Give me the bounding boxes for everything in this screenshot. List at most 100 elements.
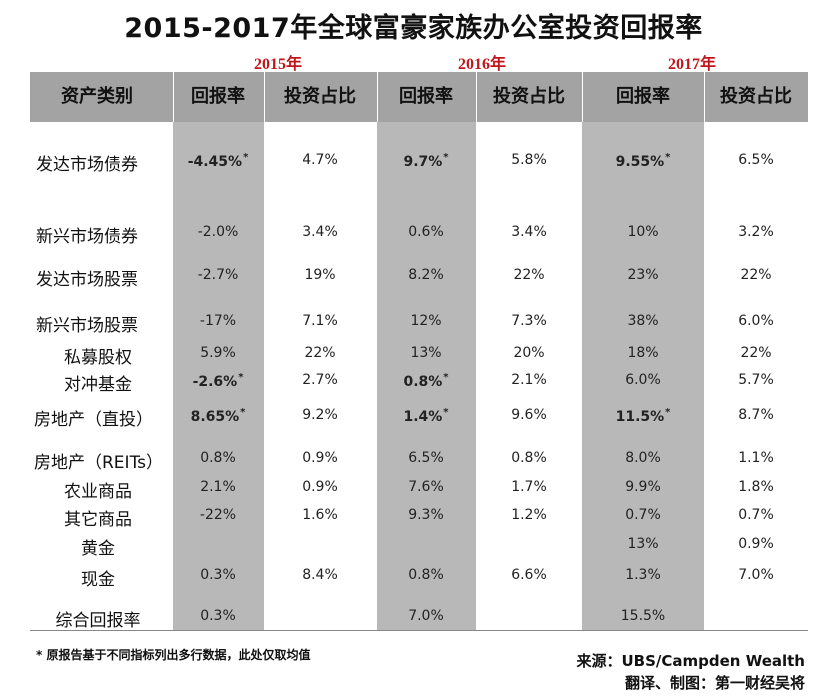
cell-value: 23% xyxy=(627,267,659,283)
header-divider xyxy=(476,72,477,122)
cell-value: 0.8% xyxy=(511,450,547,466)
cell-value: 20% xyxy=(513,345,545,361)
table-cell: 2.7% xyxy=(264,372,376,388)
table-cell: 22% xyxy=(704,267,808,283)
shade-2017-return xyxy=(582,122,704,630)
cell-value: 5.7% xyxy=(738,372,774,388)
cell-value: 6.6% xyxy=(511,567,547,583)
cell-value: 13% xyxy=(410,345,442,361)
cell-value: -2.7% xyxy=(197,267,239,283)
cell-value: 13% xyxy=(627,536,659,552)
row-label: 私募股权 xyxy=(64,348,132,368)
cell-value: 0.9% xyxy=(302,479,338,495)
cell-value: 6.5% xyxy=(408,450,444,466)
shade-2015-return xyxy=(173,122,264,630)
cell-value: 0.7% xyxy=(738,507,774,523)
table-cell: 0.8% xyxy=(173,450,264,466)
table-cell: 18% xyxy=(582,345,704,361)
column-header: 回报率 xyxy=(399,86,453,107)
table-cell: 2.1% xyxy=(173,479,264,495)
row-label: 黄金 xyxy=(81,539,115,559)
table-cell: 1.1% xyxy=(704,450,808,466)
table-cell: 0.3% xyxy=(173,608,264,624)
column-header: 投资占比 xyxy=(720,86,792,107)
year-label-2015: 2015年 xyxy=(254,56,303,73)
year-label-2017: 2017年 xyxy=(668,56,717,73)
table-cell: -2.7% xyxy=(173,267,264,283)
cell-value: 8.0% xyxy=(625,450,661,466)
table-cell: 0.8%* xyxy=(377,372,476,390)
cell-value: -2.0% xyxy=(197,224,239,240)
cell-value: -4.45% xyxy=(187,154,243,170)
table-cell: 10% xyxy=(582,224,704,240)
header-divider xyxy=(704,72,705,122)
table-cell: 11.5%* xyxy=(582,407,704,425)
table-cell: 6.5% xyxy=(704,152,808,168)
table-cell: 20% xyxy=(477,345,582,361)
cell-value: 9.9% xyxy=(625,479,661,495)
cell-value: 9.55% xyxy=(615,154,665,170)
table-cell: 8.0% xyxy=(582,450,704,466)
column-header: 资产类别 xyxy=(61,86,133,107)
cell-value: 19% xyxy=(304,267,336,283)
cell-value: 9.2% xyxy=(302,407,338,423)
column-header: 回报率 xyxy=(191,86,245,107)
row-label: 发达市场债券 xyxy=(36,155,138,175)
cell-value: 22% xyxy=(513,267,545,283)
table-cell: 3.4% xyxy=(477,224,582,240)
table-cell: 7.0% xyxy=(377,608,476,624)
table-cell: 0.9% xyxy=(264,450,376,466)
cell-value: 12% xyxy=(410,313,442,329)
cell-value: 2.1% xyxy=(511,372,547,388)
asterisk-mark: * xyxy=(240,407,246,418)
source-credit: 来源：UBS/Campden Wealth xyxy=(576,652,805,670)
shade-2016-return xyxy=(377,122,476,630)
cell-value: 1.1% xyxy=(738,450,774,466)
table-cell: 6.0% xyxy=(704,313,808,329)
cell-value: 3.4% xyxy=(302,224,338,240)
table-cell: 0.7% xyxy=(582,507,704,523)
cell-value: 8.7% xyxy=(738,407,774,423)
table-cell: 0.6% xyxy=(377,224,476,240)
author-credit: 翻译、制图：第一财经吴将 xyxy=(624,674,805,692)
table-cell: 9.6% xyxy=(477,407,582,423)
table-cell: 8.2% xyxy=(377,267,476,283)
asterisk-mark: * xyxy=(238,372,244,383)
table-cell: 9.55%* xyxy=(582,152,704,170)
cell-value: 6.0% xyxy=(738,313,774,329)
cell-value: 22% xyxy=(740,267,772,283)
cell-value: 1.7% xyxy=(511,479,547,495)
row-label: 发达市场股票 xyxy=(36,270,138,290)
cell-value: 2.7% xyxy=(302,372,338,388)
table-cell: 6.5% xyxy=(377,450,476,466)
table-cell: 3.4% xyxy=(264,224,376,240)
cell-value: 9.6% xyxy=(511,407,547,423)
table-cell: 1.4%* xyxy=(377,407,476,425)
table-cell: 7.1% xyxy=(264,313,376,329)
cell-value: 0.8% xyxy=(403,374,443,390)
table-cell: 22% xyxy=(264,345,376,361)
cell-value: 0.3% xyxy=(200,567,236,583)
cell-value: 3.2% xyxy=(738,224,774,240)
table-cell: -4.45%* xyxy=(173,152,264,170)
table-cell: 0.8% xyxy=(477,450,582,466)
table-bottom-rule xyxy=(30,630,808,631)
table-cell: 4.7% xyxy=(264,152,376,168)
table-cell: 22% xyxy=(477,267,582,283)
table-cell: 8.4% xyxy=(264,567,376,583)
table-cell: 2.1% xyxy=(477,372,582,388)
table-cell: -17% xyxy=(173,313,264,329)
cell-value: 8.65% xyxy=(190,409,240,425)
header-divider xyxy=(173,72,174,122)
row-label: 房地产（REITs） xyxy=(34,453,163,473)
table-cell: 0.9% xyxy=(264,479,376,495)
cell-value: 0.9% xyxy=(302,450,338,466)
asterisk-mark: * xyxy=(243,152,249,163)
cell-value: 5.9% xyxy=(200,345,236,361)
asterisk-mark: * xyxy=(665,152,671,163)
table-cell: 1.2% xyxy=(477,507,582,523)
cell-value: 8.2% xyxy=(408,267,444,283)
table-cell: 1.3% xyxy=(582,567,704,583)
row-label: 新兴市场债券 xyxy=(36,227,138,247)
table-cell: 0.8% xyxy=(377,567,476,583)
